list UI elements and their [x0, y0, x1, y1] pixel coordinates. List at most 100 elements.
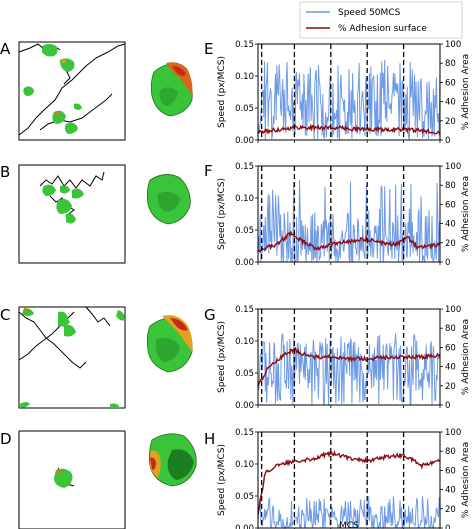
cell-c-5	[64, 324, 76, 337]
cell-a-4-edge	[55, 111, 60, 116]
ylabel-g: Speed (px/MCS)	[217, 321, 227, 393]
ylabel-h: Speed (px/MCS)	[217, 444, 227, 516]
cell-c-6	[20, 402, 30, 408]
zoom-cell-a-core	[159, 87, 178, 106]
zoom-cell-c-front-edge	[170, 318, 188, 331]
zoom-cell-d-core	[167, 449, 194, 480]
cell-a-3	[23, 86, 34, 96]
ytick-label-e-1: 0.05	[235, 104, 254, 114]
ylabel-right-h: % Adhesion Area	[461, 442, 471, 518]
legend-adhesion-label: % Adhesion surface	[338, 24, 427, 34]
ytick-right-label-h-1: 20	[445, 505, 456, 515]
cell-b-1	[42, 184, 56, 196]
cells-b	[42, 184, 84, 224]
ytick-label-f-3: 0.15	[235, 162, 254, 172]
zoom-cell-d	[148, 433, 197, 487]
panel-letter-e: E	[204, 40, 213, 58]
ytick-right-label-h-0: 0	[445, 524, 450, 529]
zoom-cell-d-front-edge	[150, 457, 156, 470]
panel-letter-f: F	[204, 162, 213, 180]
ytick-label-f-2: 0.10	[235, 194, 254, 204]
ytick-right-label-h-2: 40	[445, 486, 456, 496]
ylabel-right-g: % Adhesion Area	[461, 319, 471, 395]
ytick-right-label-g-4: 80	[445, 324, 456, 334]
panel-letter-g: G	[204, 306, 216, 324]
ytick-right-label-f-3: 60	[445, 200, 456, 210]
ytick-label-h-1: 0.05	[235, 492, 254, 502]
zoom-cell-c	[146, 315, 193, 373]
panel-letter-a: A	[0, 40, 11, 58]
cell-c-1-edge	[24, 308, 30, 312]
cell-d-1-edge	[56, 470, 62, 474]
chart-f: 0.00 0.05 0.10 0.15 0 20 40 60 80 100 Speed (px/MC…	[217, 162, 471, 268]
row-c: C	[0, 306, 193, 409]
ytick-right-label-g-3: 60	[445, 343, 456, 353]
ytick-right-label-h-3: 60	[445, 466, 456, 476]
panel-letter-c: C	[0, 306, 10, 324]
simulation-box-b	[18, 164, 126, 264]
ytick-right-label-e-1: 20	[445, 117, 456, 127]
ytick-right-label-f-0: 0	[445, 258, 450, 268]
zoom-cell-c-core	[155, 338, 180, 362]
ytick-label-e-0: 0.00	[235, 136, 254, 146]
ytick-right-label-e-5: 100	[445, 40, 461, 50]
ytick-right-label-f-5: 100	[445, 162, 461, 172]
cells-c	[20, 308, 125, 408]
zoom-cell-a-front-edge	[172, 66, 186, 76]
zoom-cell-c-front	[162, 315, 193, 352]
speed-adhesion-charts: 0.00 0.05 0.10 0.15 0 20 40 60 80 100 Speed (px/MC…	[217, 40, 471, 529]
ytick-right-label-g-1: 20	[445, 382, 456, 392]
speed-series-f	[257, 180, 441, 264]
cell-a-6	[74, 103, 82, 110]
cell-a-1	[42, 44, 58, 57]
xlabel-h: MCS	[339, 521, 359, 529]
adhesion-series-f	[257, 231, 441, 253]
row-b: B	[0, 163, 191, 264]
ytick-label-e-2: 0.10	[235, 72, 254, 82]
chart-e: 0.00 0.05 0.10 0.15 0 20 40 60 80 100 Speed (px/MC…	[217, 40, 471, 146]
cell-c-7	[110, 403, 120, 408]
track-a-2	[18, 43, 126, 136]
ytick-right-label-f-4: 80	[445, 181, 456, 191]
ylabel-right-e: % Adhesion Area	[461, 54, 471, 130]
ytick-right-label-h-4: 80	[445, 447, 456, 457]
speed-series-g	[257, 333, 441, 406]
ytick-right-label-g-2: 40	[445, 363, 456, 373]
ytick-right-label-e-3: 60	[445, 78, 456, 88]
panel-letter-b: B	[0, 163, 10, 181]
ytick-right-label-e-4: 80	[445, 59, 456, 69]
adhesion-series-h	[257, 449, 441, 515]
ytick-right-label-e-0: 0	[445, 136, 450, 146]
cell-a-2-edge	[61, 59, 66, 63]
row-a: A	[0, 40, 193, 141]
speed-series-e	[257, 59, 441, 141]
speed-series-h	[257, 496, 441, 529]
ytick-right-label-e-2: 40	[445, 98, 456, 108]
legend-box	[299, 1, 463, 39]
cell-c-1	[22, 308, 34, 316]
plot-frame-f	[257, 165, 441, 263]
panel-letter-d: D	[0, 430, 12, 448]
ytick-label-h-0: 0.00	[235, 524, 254, 529]
ytick-right-label-f-2: 40	[445, 220, 456, 230]
ytick-label-g-2: 0.10	[235, 337, 254, 347]
plot-frame-h	[257, 431, 441, 529]
zoom-cell-b-core	[157, 191, 180, 212]
track-c-3	[85, 306, 111, 327]
ytick-label-f-0: 0.00	[235, 258, 254, 268]
ytick-label-f-1: 0.05	[235, 226, 254, 236]
ylabel-right-f: % Adhesion Area	[461, 176, 471, 252]
ytick-right-label-g-5: 100	[445, 305, 461, 315]
cell-a-5	[64, 122, 78, 134]
adhesion-series-g	[257, 346, 441, 387]
ytick-label-e-3: 0.15	[235, 40, 254, 50]
ytick-label-h-3: 0.15	[235, 428, 254, 438]
legend: Speed 50MCS % Adhesion surface	[299, 1, 463, 39]
ytick-right-label-g-0: 0	[445, 401, 450, 411]
zoom-cell-a-front	[166, 62, 193, 96]
ylabel-f: Speed (px/MCS)	[217, 178, 227, 250]
ytick-label-h-2: 0.10	[235, 460, 254, 470]
cell-b-4	[56, 198, 72, 214]
ylabel-e: Speed (px/MCS)	[217, 56, 227, 128]
